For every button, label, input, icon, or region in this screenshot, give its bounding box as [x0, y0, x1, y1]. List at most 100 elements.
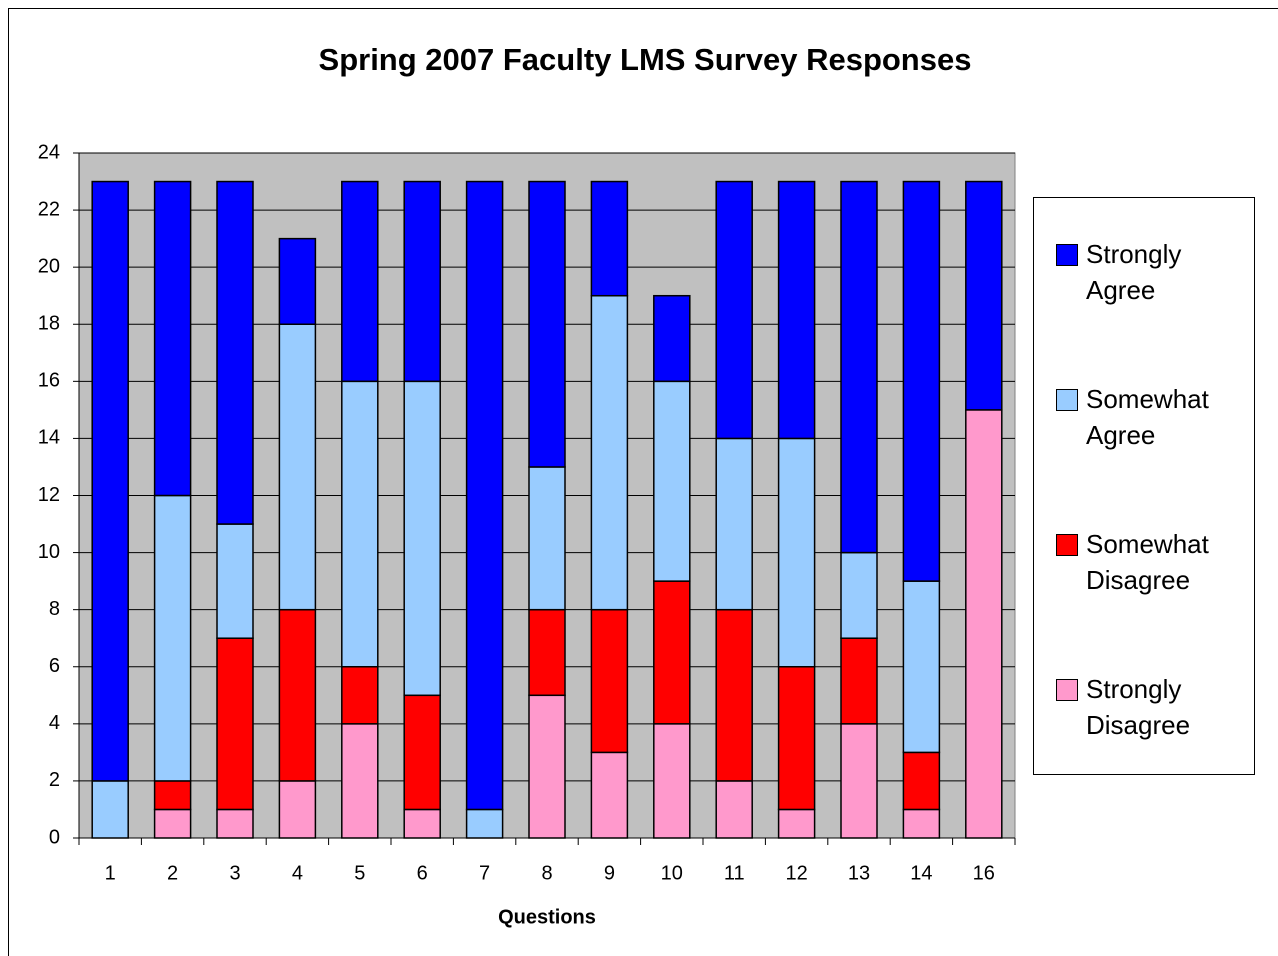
bar-segment	[715, 180, 753, 440]
legend-item: Somewhat Disagree	[1056, 526, 1246, 598]
x-tick-label: 10	[661, 862, 683, 884]
y-tick-label: 20	[38, 255, 60, 277]
y-tick-label: 2	[49, 769, 60, 791]
bar-segment	[528, 694, 566, 839]
bar-segment	[653, 723, 691, 839]
x-tick-label: 11	[724, 862, 745, 884]
bar-segment	[590, 751, 629, 839]
legend-item: Strongly Agree	[1056, 236, 1246, 308]
legend-label: Somewhat Agree	[1086, 384, 1209, 450]
bar-segment	[153, 180, 192, 497]
bar-segment	[840, 723, 878, 839]
bar-segment	[91, 780, 129, 839]
y-tick-label: 14	[38, 427, 60, 449]
bar-segment	[777, 437, 816, 668]
y-tick-label: 10	[38, 541, 60, 563]
bar-segment	[902, 751, 941, 811]
bar-segment	[590, 608, 629, 754]
bar-segment	[528, 466, 566, 611]
y-tick-label: 4	[49, 712, 60, 734]
legend-swatch	[1056, 534, 1078, 556]
bar-segment	[341, 666, 379, 725]
bar-segment	[902, 180, 941, 582]
x-tick-label: 13	[848, 862, 870, 884]
x-tick-label: 12	[785, 862, 807, 884]
x-tick-label: 16	[973, 862, 995, 884]
bar-segment	[715, 608, 753, 782]
legend-item: Somewhat Agree	[1056, 381, 1246, 453]
x-axis-title: Questions	[498, 906, 596, 928]
x-tick-label: 2	[167, 862, 178, 884]
bar-segment	[653, 580, 691, 725]
y-tick-label: 8	[49, 598, 60, 620]
bar-segment	[153, 808, 192, 839]
bar-segment	[403, 808, 441, 839]
legend-item: Strongly Disagree	[1056, 671, 1246, 743]
bar-segment	[777, 666, 816, 811]
chart-frame	[8, 8, 1278, 956]
legend-swatch	[1056, 679, 1078, 701]
bar-segment	[777, 180, 816, 440]
bar-segment	[216, 180, 254, 525]
bar-segment	[278, 608, 317, 782]
legend-swatch	[1056, 244, 1078, 266]
bar-segment	[840, 551, 878, 639]
bar-segment	[278, 780, 317, 839]
bar-segment	[403, 180, 441, 383]
y-tick-label: 22	[38, 198, 60, 220]
bar-segment	[341, 723, 379, 839]
y-tick-label: 0	[49, 826, 60, 848]
bar-segment	[216, 637, 254, 811]
bar-segment	[965, 409, 1003, 839]
bar-segment	[590, 180, 629, 297]
chart-title: Spring 2007 Faculty LMS Survey Responses	[319, 42, 972, 77]
bar-segment	[341, 380, 379, 668]
legend-label: Somewhat Disagree	[1086, 529, 1209, 595]
y-tick-label: 16	[38, 370, 60, 392]
x-tick-label: 8	[541, 862, 552, 884]
bar-segment	[965, 180, 1003, 411]
bar-segment	[278, 237, 317, 325]
legend: Strongly Agree Somewhat Agree Somewhat Dis…	[1033, 197, 1255, 775]
bar-segment	[403, 694, 441, 811]
bar-segment	[590, 294, 629, 611]
bar-segment	[840, 637, 878, 725]
x-tick-label: 9	[604, 862, 615, 884]
x-tick-label: 6	[417, 862, 428, 884]
bar-segment	[715, 780, 753, 839]
legend-label: Strongly Agree	[1086, 239, 1182, 305]
bar-segment	[528, 180, 566, 468]
bar-segment	[341, 180, 379, 383]
bar-segment	[902, 580, 941, 754]
bar-segment	[902, 808, 941, 839]
x-tick-label: 1	[105, 862, 116, 884]
bar-segment	[528, 608, 566, 697]
y-tick-label: 24	[38, 141, 60, 163]
bar-segment	[653, 380, 691, 582]
bar-segment	[278, 323, 317, 611]
bar-segment	[153, 494, 192, 782]
y-tick-label: 6	[49, 655, 60, 677]
x-tick-label: 4	[292, 862, 303, 884]
x-tick-label: 14	[910, 862, 932, 884]
bar-segment	[216, 808, 254, 839]
x-tick-label: 7	[479, 862, 490, 884]
bar-segment	[91, 180, 129, 782]
bar-segment	[216, 523, 254, 639]
bar-segment	[653, 294, 691, 383]
legend-label: Strongly Disagree	[1086, 674, 1191, 740]
bar-segment	[777, 808, 816, 839]
y-tick-label: 12	[38, 484, 60, 506]
bar-segment	[465, 808, 504, 839]
bar-segment	[465, 180, 504, 811]
legend-swatch	[1056, 389, 1078, 411]
bar-segment	[715, 437, 753, 611]
y-tick-label: 18	[38, 313, 60, 335]
bar-segment	[403, 380, 441, 697]
bar-segment	[840, 180, 878, 554]
x-tick-label: 5	[354, 862, 365, 884]
x-tick-label: 3	[229, 862, 240, 884]
bar-segment	[153, 780, 192, 811]
